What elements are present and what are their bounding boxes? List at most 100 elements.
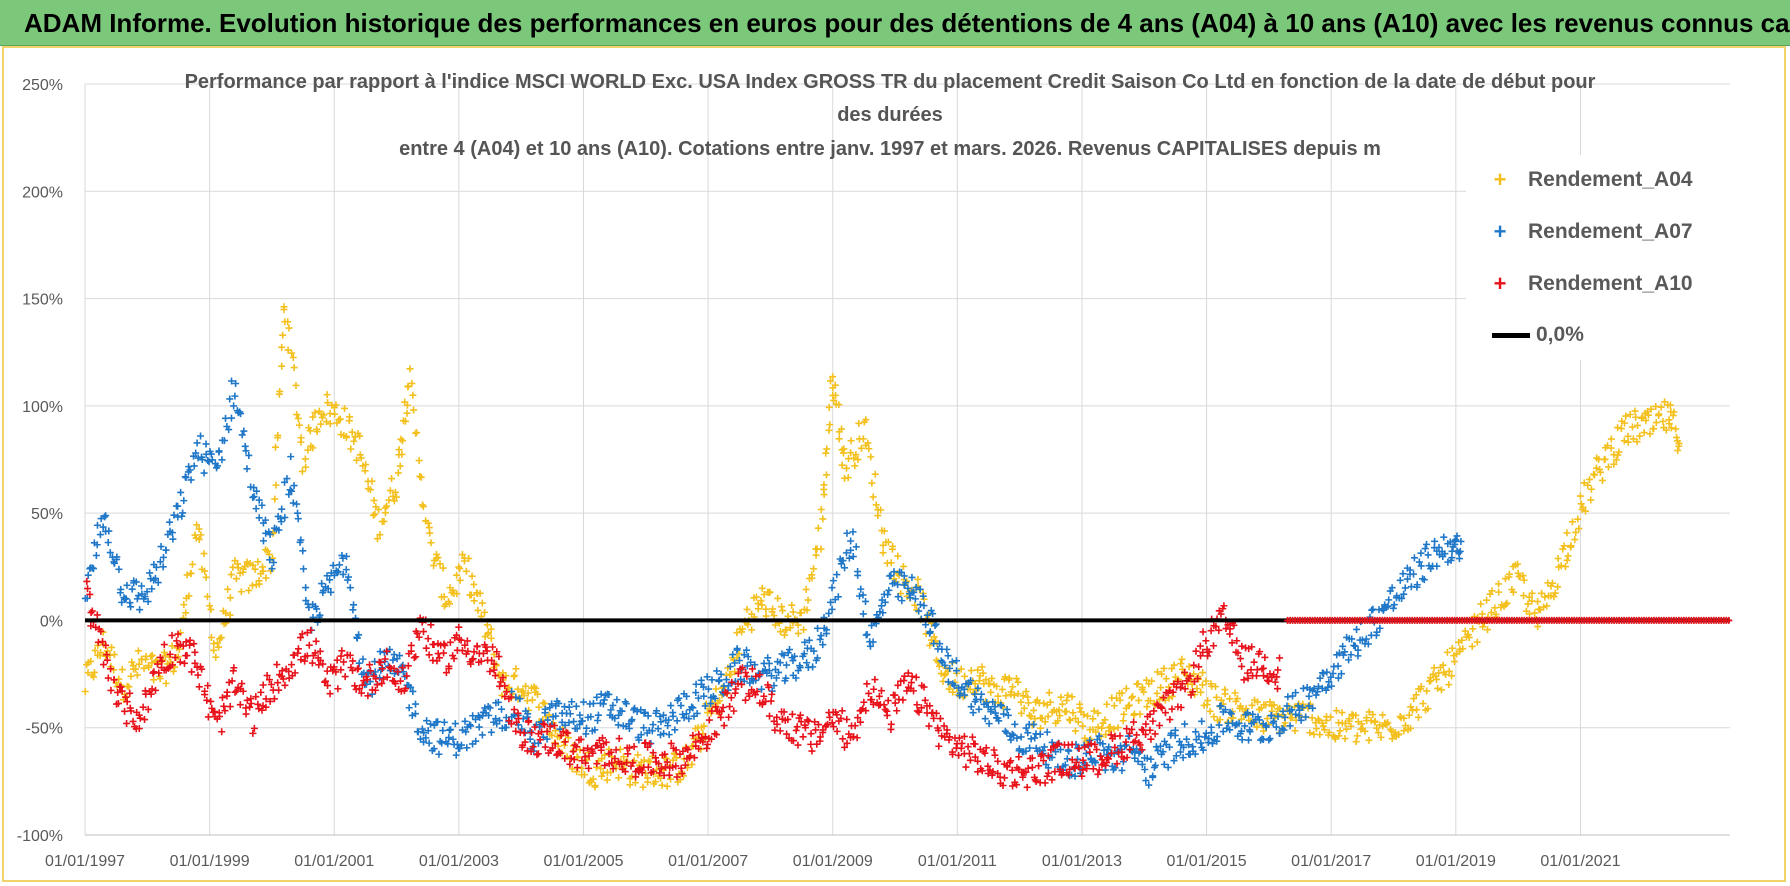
a04-point [1563,556,1571,564]
a07-point [613,696,621,704]
a04-point [1076,704,1084,712]
a07-point [915,607,923,615]
legend-label-zero: 0,0% [1536,323,1584,346]
a07-point [565,703,573,711]
a10-point [486,667,494,675]
a07-point [849,528,857,536]
a10-point [127,707,135,715]
a04-point [862,416,870,424]
a07-point [1138,760,1146,768]
a10-point [1177,703,1185,711]
a07-point [1417,549,1425,557]
a10-point [556,749,564,757]
a10-point [828,719,836,727]
a07-point [1424,551,1432,559]
a10-point [150,668,158,676]
a07-point [344,573,352,581]
a10-point [884,697,892,705]
a10-point [833,711,841,719]
a10-point [490,660,498,668]
a04-point [551,727,559,735]
a10-point [102,641,110,649]
a10-point [870,685,878,693]
a07-point [452,751,460,759]
a10-point [1103,759,1111,767]
a10-point [695,730,703,738]
a10-point [1019,773,1027,781]
a10-point [849,733,857,741]
a07-point [135,592,143,600]
a07-point [566,710,574,718]
a07-point [1406,566,1414,574]
a07-point [956,689,964,697]
a04-point [1503,599,1511,607]
a04-point [1221,686,1229,694]
a07-point [1265,736,1273,744]
a04-point [323,391,331,399]
a10-point [843,715,851,723]
a07-point [187,476,195,484]
a07-point [847,537,855,545]
a10-point [467,660,475,668]
a04-point [332,401,340,409]
a10-point [569,748,577,756]
a10-point [904,669,912,677]
a07-point [1160,760,1168,768]
a04-point [899,562,907,570]
a04-point [215,643,223,651]
a10-point [1196,642,1204,650]
a10-point [1271,678,1279,686]
a04-point [1424,705,1432,713]
a07-point [1003,729,1011,737]
a10-point [333,656,341,664]
a07-point [230,402,238,410]
a04-point [239,568,247,576]
a10-point [598,734,606,742]
a07-point [1297,716,1305,724]
a04-point [408,379,416,387]
a04-point [483,621,491,629]
a10-point [1105,755,1113,763]
a04-point [788,601,796,609]
a04-point [1384,719,1392,727]
a04-point [371,510,379,518]
a07-point [700,692,708,700]
a04-point [1646,430,1654,438]
a04-point [700,722,708,730]
a10-point [1228,639,1236,647]
a04-point [1010,691,1018,699]
a07-point [1288,706,1296,714]
a10-point [520,729,528,737]
a10-point [632,773,640,781]
a07-point [496,717,504,725]
a07-point [1376,624,1384,632]
a07-point [708,676,716,684]
a04-point [1579,503,1587,511]
a07-point [1452,536,1460,544]
a04-point [864,439,872,447]
a07-point [1086,736,1094,744]
a07-point [166,518,174,526]
a10-point [738,680,746,688]
a04-point [1310,730,1318,738]
a07-point [1008,730,1016,738]
a04-point [232,575,240,583]
a10-point [955,751,963,759]
a04-point [735,650,743,658]
a07-point [1318,684,1326,692]
y-tick-label: 250% [22,77,63,94]
a10-point [623,759,631,767]
a10-point [656,769,664,777]
a10-point [442,669,450,677]
a04-point [762,612,770,620]
a10-point [1028,754,1036,762]
y-tick-label: 100% [22,399,63,416]
a04-point [375,505,383,513]
a04-point [341,404,349,412]
a04-point [988,674,996,682]
a07-point [138,582,146,590]
a07-point [926,628,934,636]
a10-point [515,714,523,722]
a04-point [1371,717,1379,725]
a07-point [849,553,857,561]
